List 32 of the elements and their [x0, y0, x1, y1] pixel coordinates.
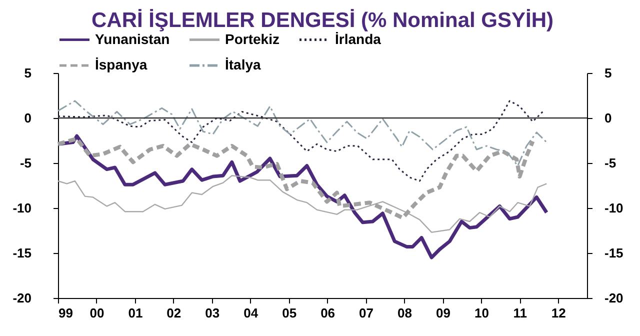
x-tick-label: 05 [282, 306, 297, 320]
x-tick-label: 01 [128, 306, 143, 320]
legend-label: Portekiz [225, 30, 280, 47]
y2-tick-label: 5 [604, 66, 612, 80]
x-tick-label: 12 [551, 306, 566, 320]
legend-label: Yunanistan [95, 30, 170, 47]
y2-tick-label: -15 [604, 246, 624, 260]
y2-tick-label: -10 [604, 200, 624, 216]
x-tick-label: 10 [474, 306, 489, 320]
y-tick-label: -15 [12, 246, 32, 260]
y-tick-label: -10 [12, 200, 32, 216]
y-tick-label: -20 [12, 290, 32, 306]
x-tick-label: 09 [436, 306, 450, 320]
x-tick-label: 07 [359, 306, 374, 320]
x-tick-label: 02 [166, 306, 182, 320]
x-tick-label: 11 [513, 306, 528, 320]
y2-tick-label: 0 [604, 110, 612, 126]
x-tick-label: 08 [398, 306, 412, 320]
legend-label: İtalya [225, 56, 262, 72]
x-tick-label: 03 [205, 306, 220, 320]
x-tick-label: 06 [320, 306, 336, 320]
y-tick-label: 0 [24, 110, 32, 126]
legend-label: İrlanda [335, 30, 382, 47]
y2-tick-label: -20 [604, 290, 624, 306]
x-tick-label: 00 [90, 306, 104, 320]
x-tick-label: 04 [244, 306, 259, 320]
y-tick-label: -5 [20, 156, 32, 170]
legend-label: İspanya [95, 56, 148, 72]
x-tick-label: 99 [58, 306, 73, 320]
y-tick-label: 5 [24, 66, 32, 80]
chart-title: CARİ İŞLEMLER DENGESİ (% Nominal GSYİH) [91, 9, 554, 32]
y2-tick-label: -5 [604, 156, 616, 170]
